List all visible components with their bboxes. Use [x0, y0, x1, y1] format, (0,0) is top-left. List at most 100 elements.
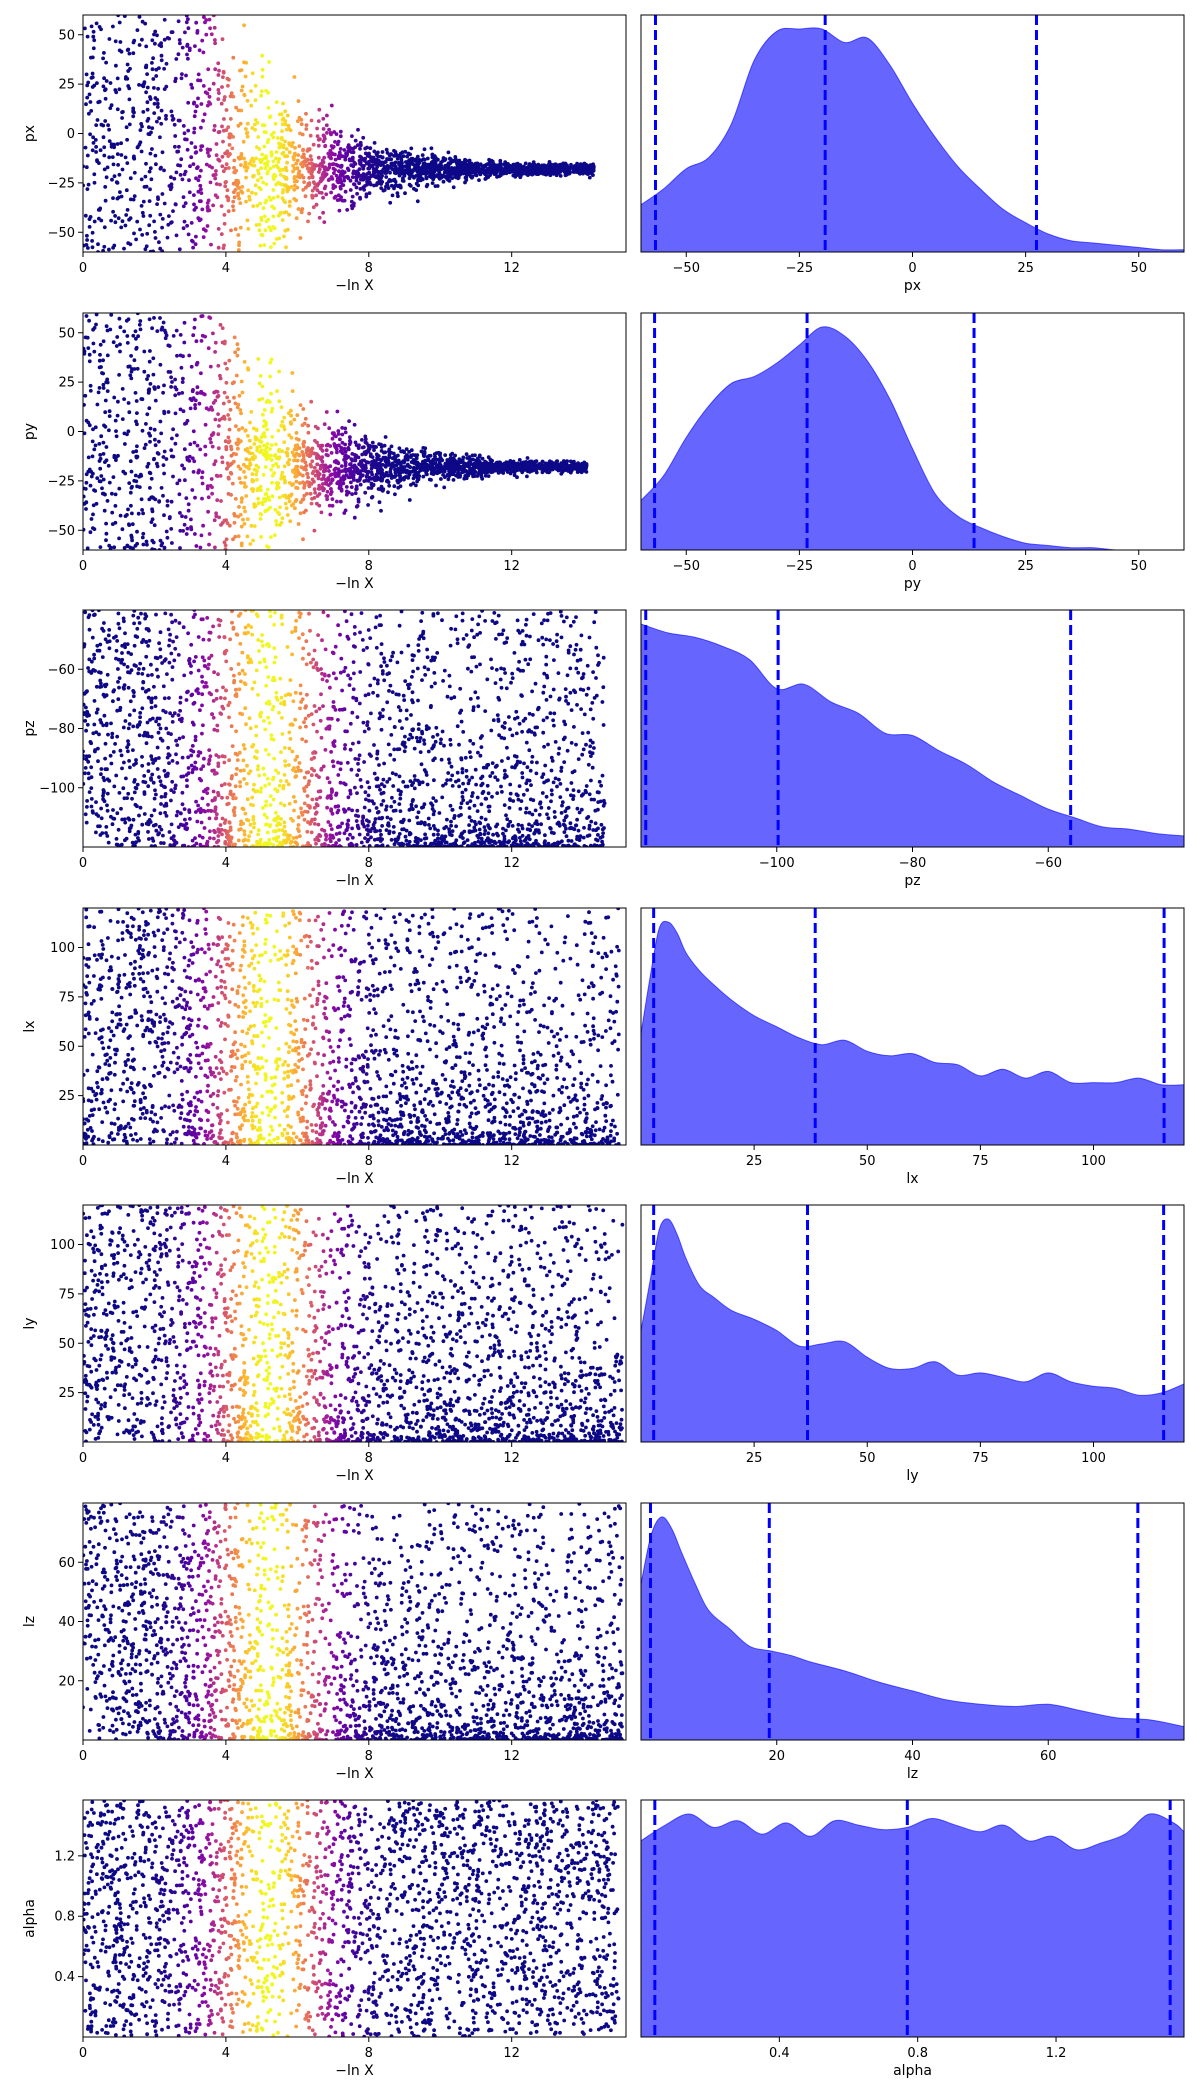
sample-point [297, 144, 302, 149]
sample-point [193, 317, 197, 322]
sample-point [339, 447, 344, 452]
sample-point [456, 175, 461, 180]
sample-point [470, 163, 475, 167]
sample-point [150, 517, 155, 522]
sample-point [262, 497, 266, 501]
sample-point [92, 652, 96, 657]
sample-point [110, 491, 114, 496]
sample-point [366, 486, 371, 490]
sample-point [184, 137, 189, 142]
sample-point [571, 797, 575, 801]
sample-point [222, 540, 227, 545]
sample-point [293, 458, 298, 463]
sample-point [370, 444, 375, 449]
sample-point [213, 193, 218, 198]
sample-point [159, 58, 164, 63]
sample-point [151, 356, 156, 361]
sample-point [253, 127, 257, 132]
sample-point [352, 632, 357, 636]
sample-point [94, 145, 98, 149]
sample-point [256, 501, 261, 506]
sample-point [125, 208, 130, 212]
sample-point [329, 103, 334, 108]
sample-point [220, 154, 225, 159]
sample-point [260, 397, 265, 401]
sample-point [361, 165, 365, 169]
sample-point [253, 83, 258, 88]
sample-point [392, 178, 397, 183]
x-tick-label: 8 [365, 559, 373, 574]
sample-point [170, 677, 175, 682]
sample-point [178, 546, 182, 550]
sample-point [306, 475, 310, 480]
sample-point [253, 183, 258, 188]
sample-point [260, 500, 264, 505]
sample-point [283, 109, 288, 114]
sample-point [277, 399, 282, 404]
sample-point [273, 121, 278, 126]
sample-point [162, 201, 167, 206]
sample-point [256, 764, 260, 768]
sample-point [135, 28, 140, 32]
sample-point [387, 716, 392, 721]
sample-point [274, 486, 279, 491]
sample-point [135, 411, 139, 415]
sample-point [157, 439, 161, 444]
sample-point [317, 483, 322, 488]
sample-point [438, 451, 443, 456]
sample-point [356, 143, 360, 148]
sample-point [380, 824, 384, 828]
sample-point [349, 158, 353, 163]
sample-point [160, 541, 165, 546]
sample-point [145, 107, 150, 112]
sample-point [264, 89, 268, 93]
sample-point [411, 669, 415, 674]
sample-point [432, 457, 436, 462]
sample-point [364, 466, 368, 470]
sample-point [208, 26, 213, 31]
sample-point [291, 836, 296, 840]
sample-point [92, 326, 97, 330]
sample-point [392, 167, 397, 172]
sample-point [294, 161, 299, 166]
sample-point [486, 474, 491, 478]
sample-point [463, 169, 467, 174]
sample-point [282, 234, 286, 239]
sample-point [255, 477, 259, 482]
sample-point [344, 492, 349, 497]
sample-point [90, 230, 95, 235]
sample-point [458, 172, 462, 177]
sample-point [296, 153, 301, 158]
sample-point [94, 21, 99, 26]
sample-point [184, 73, 188, 78]
y-tick-label: 0 [67, 127, 75, 142]
sample-point [256, 135, 261, 139]
sample-point [220, 455, 225, 460]
sample-point [294, 431, 299, 435]
sample-point [248, 461, 253, 466]
sample-point [117, 48, 122, 53]
sample-point [153, 398, 158, 403]
sample-point [258, 374, 263, 378]
sample-point [234, 373, 239, 378]
sample-point [313, 163, 318, 168]
sample-point [407, 843, 411, 847]
sample-point [112, 395, 117, 400]
sample-point [123, 223, 128, 228]
sample-point [229, 91, 234, 96]
sample-point [359, 143, 363, 148]
sample-point [115, 107, 120, 112]
sample-point [276, 213, 281, 218]
sample-point [225, 461, 230, 466]
sample-point [228, 132, 233, 137]
sample-point [559, 769, 564, 773]
sample-point [117, 536, 121, 541]
sample-point [573, 465, 578, 470]
sample-point [189, 141, 194, 145]
sample-point [310, 194, 315, 199]
sample-point [282, 464, 287, 469]
sample-point [192, 440, 197, 445]
sample-point [221, 75, 225, 79]
sample-point [230, 610, 234, 614]
sample-point [329, 481, 333, 485]
